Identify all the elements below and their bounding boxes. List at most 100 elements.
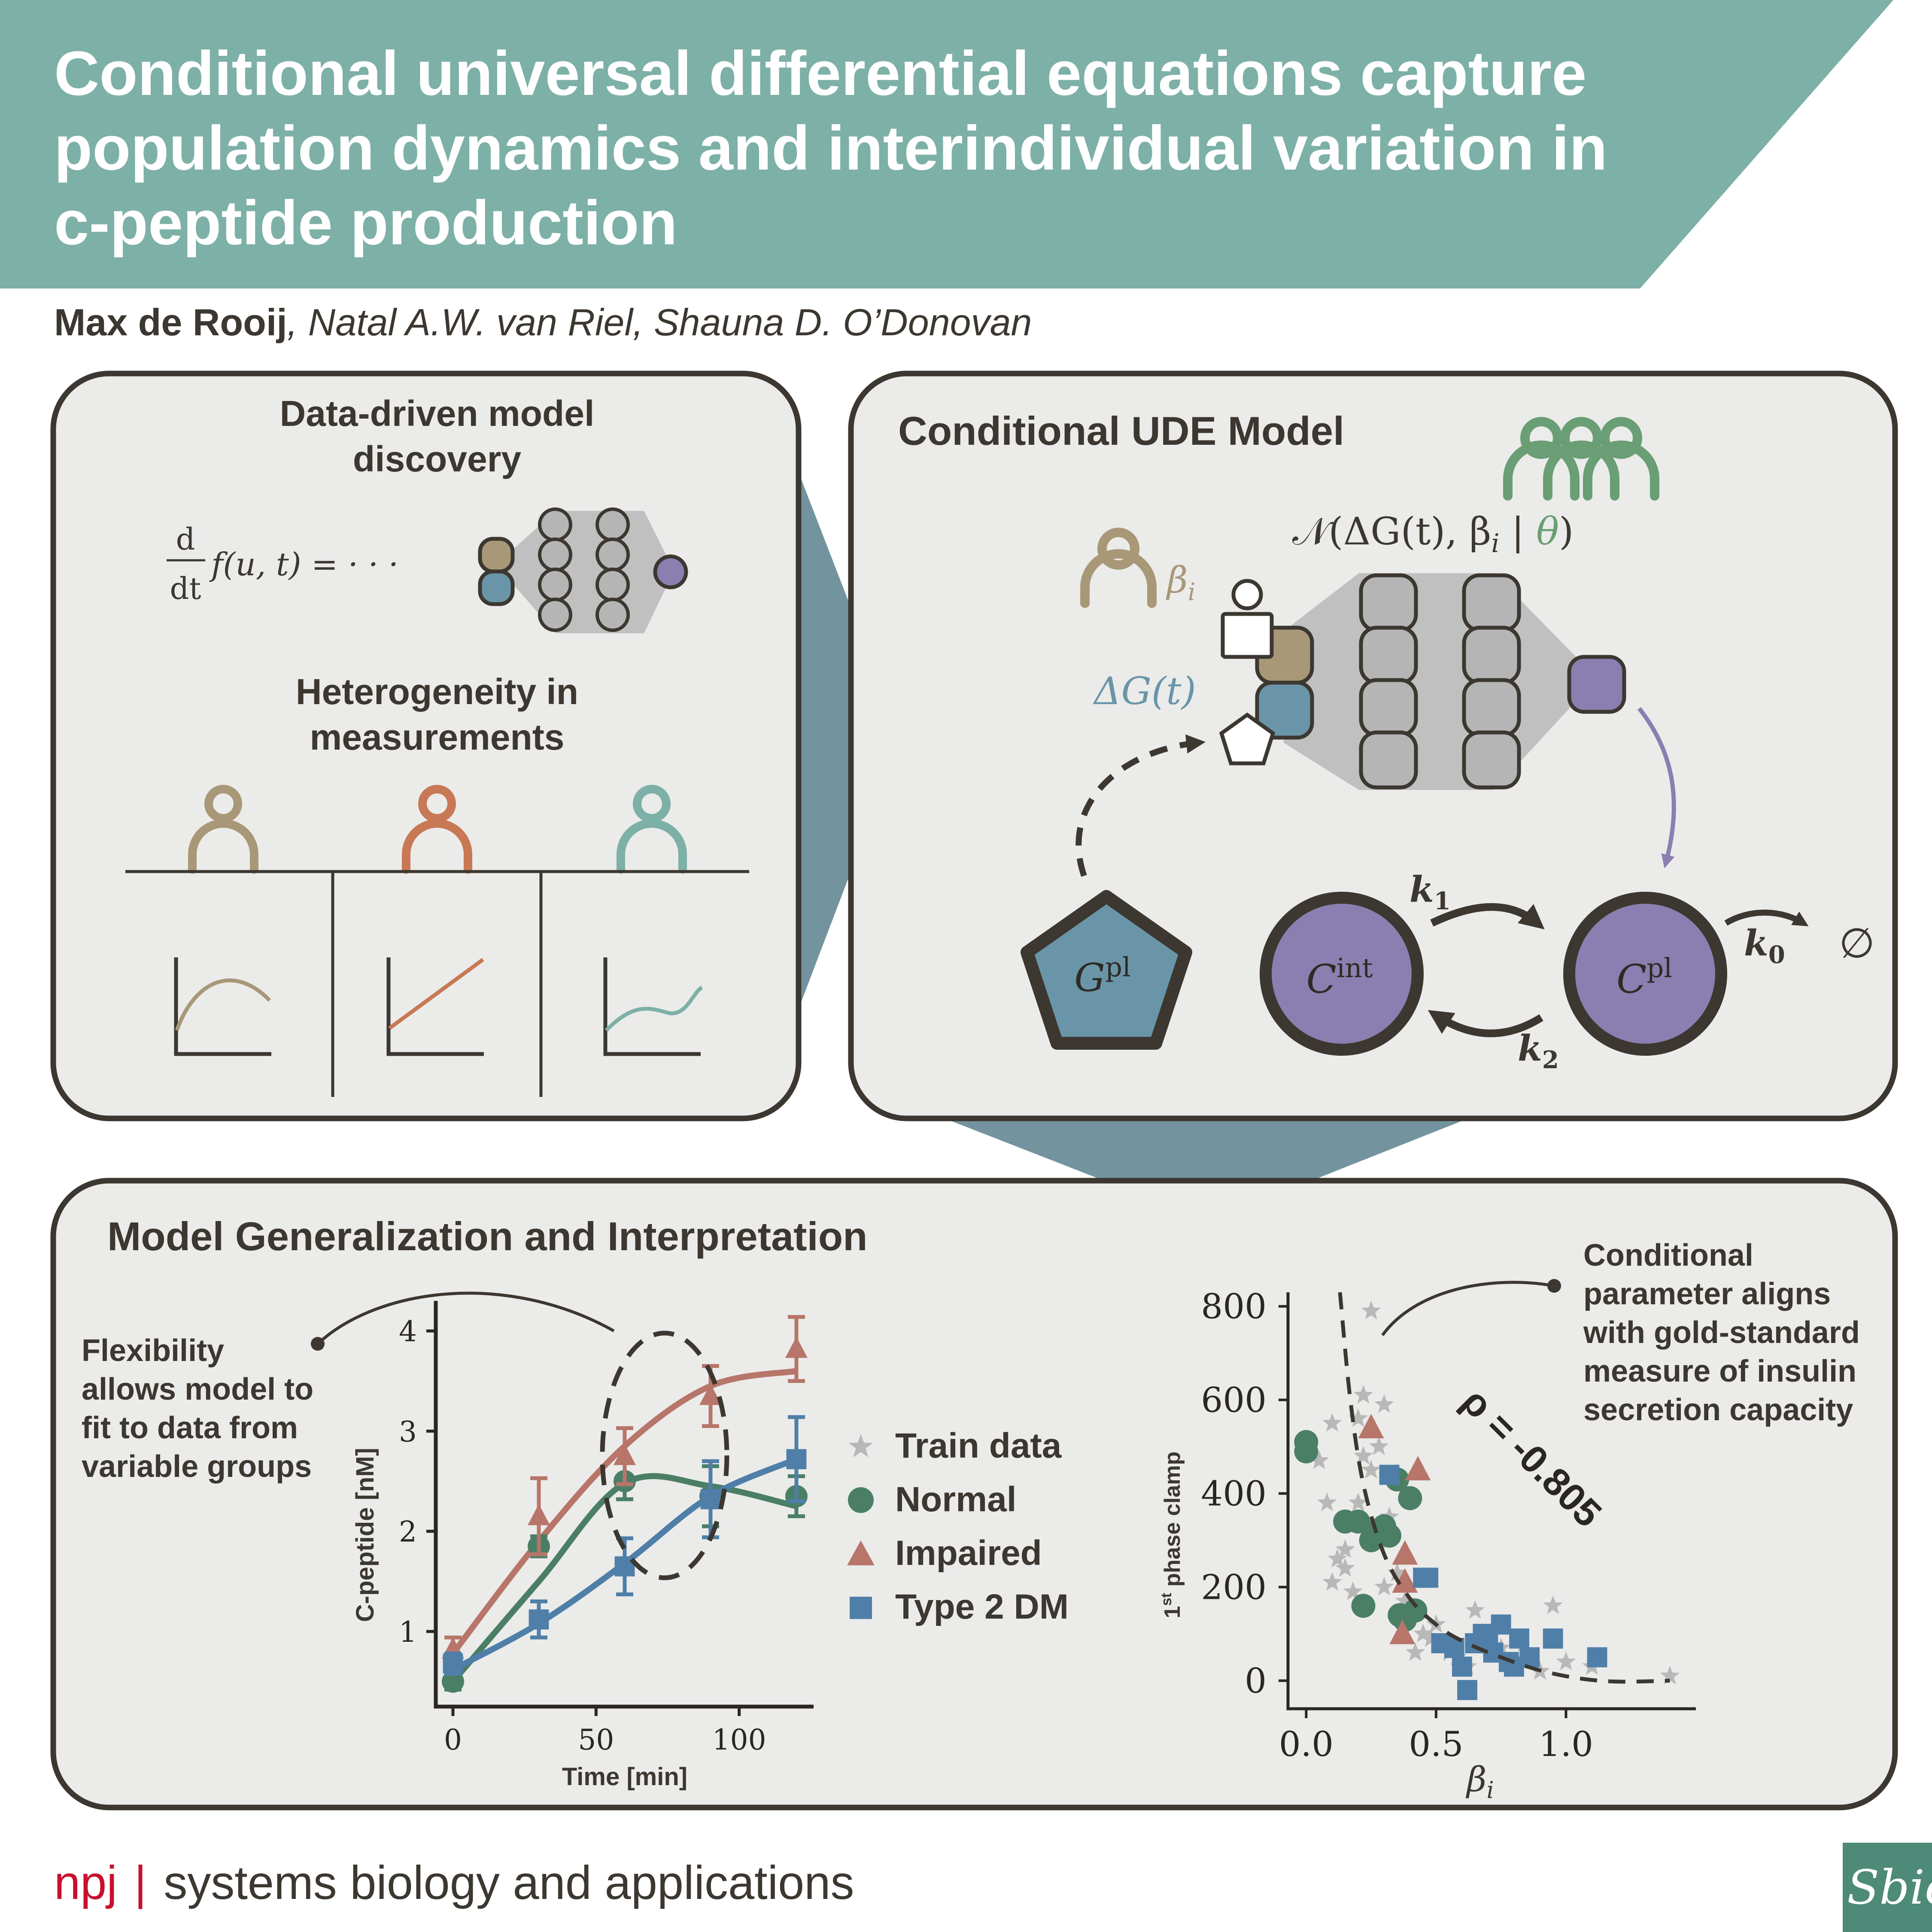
k0-label: k0 — [1744, 923, 1785, 969]
k2-arrow — [1428, 1010, 1543, 1037]
journal-name: systems biology and applications — [164, 1856, 854, 1909]
legend: Train data Normal Impaired Type 2 DM — [847, 1426, 1069, 1626]
svg-text:secretion capacity: secretion capacity — [1583, 1393, 1853, 1427]
svg-text:parameter aligns: parameter aligns — [1583, 1277, 1831, 1311]
scatter-point-train-data — [1660, 1665, 1680, 1685]
scatter-point-normal — [1351, 1594, 1376, 1618]
scatter-point-train-data — [1413, 1623, 1433, 1642]
discovery-heading-line2: discovery — [353, 439, 522, 479]
c-pl-compartment — [1563, 892, 1727, 1056]
c-int-label: Cint — [1306, 952, 1373, 1002]
scatter-point-type-2-dm — [1418, 1567, 1439, 1588]
lead-author: Max de Rooij — [54, 301, 287, 343]
legend-impaired: Impaired — [895, 1534, 1042, 1573]
legend-t2dm: Type 2 DM — [895, 1587, 1069, 1626]
scatter-point-train-data — [1369, 1436, 1389, 1455]
discovery-heading-line1: Data-driven model — [280, 393, 595, 434]
scatter-ytick-label: 200 — [1201, 1567, 1267, 1607]
scatter-point-type-2-dm — [1509, 1628, 1529, 1649]
k2-label: k2 — [1518, 1028, 1559, 1074]
data-point-type-2-dm — [443, 1653, 463, 1674]
scatter-point-train-data — [1343, 1581, 1363, 1600]
ode-equation: d dt f(u, t) = · · · — [167, 522, 398, 606]
measurement-table — [125, 870, 749, 1097]
population-icon — [1503, 417, 1659, 501]
data-point-impaired — [528, 1504, 550, 1525]
mini-plot-teal — [603, 957, 703, 1056]
scatter-point-normal — [1393, 1607, 1417, 1632]
flexibility-note: Flexibility allows model to fit to data … — [82, 1334, 313, 1484]
scatter-point-train-data — [1335, 1558, 1355, 1577]
cond-note: Conditional parameter aligns with gold-s… — [1583, 1238, 1860, 1427]
scatter-ytick-label: 800 — [1201, 1287, 1267, 1327]
scatter-point-type-2-dm — [1587, 1647, 1607, 1668]
data-point-normal — [442, 1670, 464, 1693]
scatter-point-normal — [1294, 1439, 1318, 1464]
scatter-point-train-data — [1361, 1300, 1381, 1319]
scatter-axes: 0.0 0.5 1.0 0 200 400 600 800 — [1201, 1287, 1696, 1764]
timecourse-chart: 0 50 100 1 2 3 4 Time [min] C-peptide [nM] — [351, 1301, 814, 1791]
scatter-point-train-data — [1387, 1562, 1407, 1582]
scatter-point-type-2-dm — [1452, 1656, 1472, 1677]
svg-text:measure of insulin: measure of insulin — [1583, 1354, 1856, 1388]
svg-text:fit to data from: fit to data from — [82, 1411, 298, 1445]
k0-arrow — [1724, 909, 1809, 927]
scatter-point-type-2-dm — [1457, 1680, 1477, 1700]
scatter-point-impaired — [1389, 1619, 1416, 1644]
timecourse-xtick-label: 0 — [444, 1723, 462, 1756]
nn-output-arrow — [1637, 707, 1676, 869]
scatter-fit-curve — [1338, 1292, 1670, 1684]
scatter-xtick-label: 0.0 — [1279, 1724, 1334, 1764]
glucose-compartment — [1021, 890, 1192, 1050]
legend-triangle-icon — [847, 1540, 875, 1565]
scatter-xtick-label: 1.0 — [1539, 1724, 1593, 1764]
journal-footer: npj | systems biology and applications — [54, 1856, 854, 1910]
timecourse-points — [442, 1315, 808, 1693]
highlight-ellipse — [600, 1331, 729, 1580]
heterogeneity-heading-line1: Heterogeneity in — [296, 671, 578, 712]
mini-plot-tan — [174, 957, 271, 1056]
svg-text:Conditional: Conditional — [1583, 1238, 1753, 1273]
scatter-point-train-data — [1361, 1460, 1381, 1479]
scatter-point-train-data — [1335, 1539, 1355, 1558]
legend-normal: Normal — [895, 1480, 1017, 1519]
legend-train: Train data — [895, 1426, 1062, 1465]
svg-text:allows model to: allows model to — [82, 1372, 313, 1406]
data-point-type-2-dm — [529, 1609, 549, 1630]
sysbio-logo: Sbio — [1843, 1843, 1932, 1932]
eq-rhs: f(u, t) = · · · — [209, 546, 398, 583]
co-authors: , Natal A.W. van Riel, Shauna D. O’Donov… — [287, 301, 1032, 343]
scatter-point-train-data — [1543, 1595, 1563, 1614]
person-icon-orange — [402, 785, 472, 874]
beta-label: βi — [1166, 559, 1195, 606]
heterogeneity-heading-line2: measurements — [310, 717, 565, 757]
scatter-point-train-data — [1348, 1492, 1368, 1511]
timecourse-ytick-label: 1 — [399, 1616, 417, 1649]
timecourse-ytick-label: 2 — [399, 1516, 417, 1549]
scatter-point-type-2-dm — [1379, 1464, 1400, 1485]
scatter-ytick-label: 600 — [1201, 1380, 1267, 1420]
scatter-ylabel: 1st phase clamp — [1158, 1452, 1185, 1619]
journal-brand: npj — [54, 1856, 117, 1909]
eq-numerator: d — [176, 522, 195, 557]
scatter-point-impaired — [1405, 1456, 1431, 1481]
timecourse-ytick-label: 4 — [399, 1315, 417, 1348]
timecourse-xtick-label: 100 — [712, 1723, 766, 1756]
k1-label: k1 — [1410, 869, 1451, 915]
scatter-point-train-data — [1405, 1642, 1425, 1661]
timecourse-xtick-label: 50 — [578, 1723, 614, 1756]
scatter-points — [1294, 1300, 1680, 1700]
scatter-point-train-data — [1556, 1652, 1576, 1671]
scatter-point-train-data — [1395, 1591, 1415, 1610]
scatter-point-impaired — [1392, 1568, 1418, 1593]
timecourse-axes: 0 50 100 1 2 3 4 — [399, 1301, 814, 1756]
data-point-type-2-dm — [786, 1449, 807, 1470]
connector-arrow-down — [945, 1118, 1468, 1221]
scatter-point-train-data — [1317, 1492, 1337, 1511]
svg-text:with gold-standard: with gold-standard — [1583, 1315, 1860, 1350]
timecourse-xlabel: Time [min] — [562, 1763, 687, 1791]
scatter-point-train-data — [1327, 1549, 1347, 1567]
scatter-point-impaired — [1392, 1540, 1418, 1565]
covariate-icons — [1219, 579, 1276, 766]
person-icon-tan — [188, 785, 258, 874]
